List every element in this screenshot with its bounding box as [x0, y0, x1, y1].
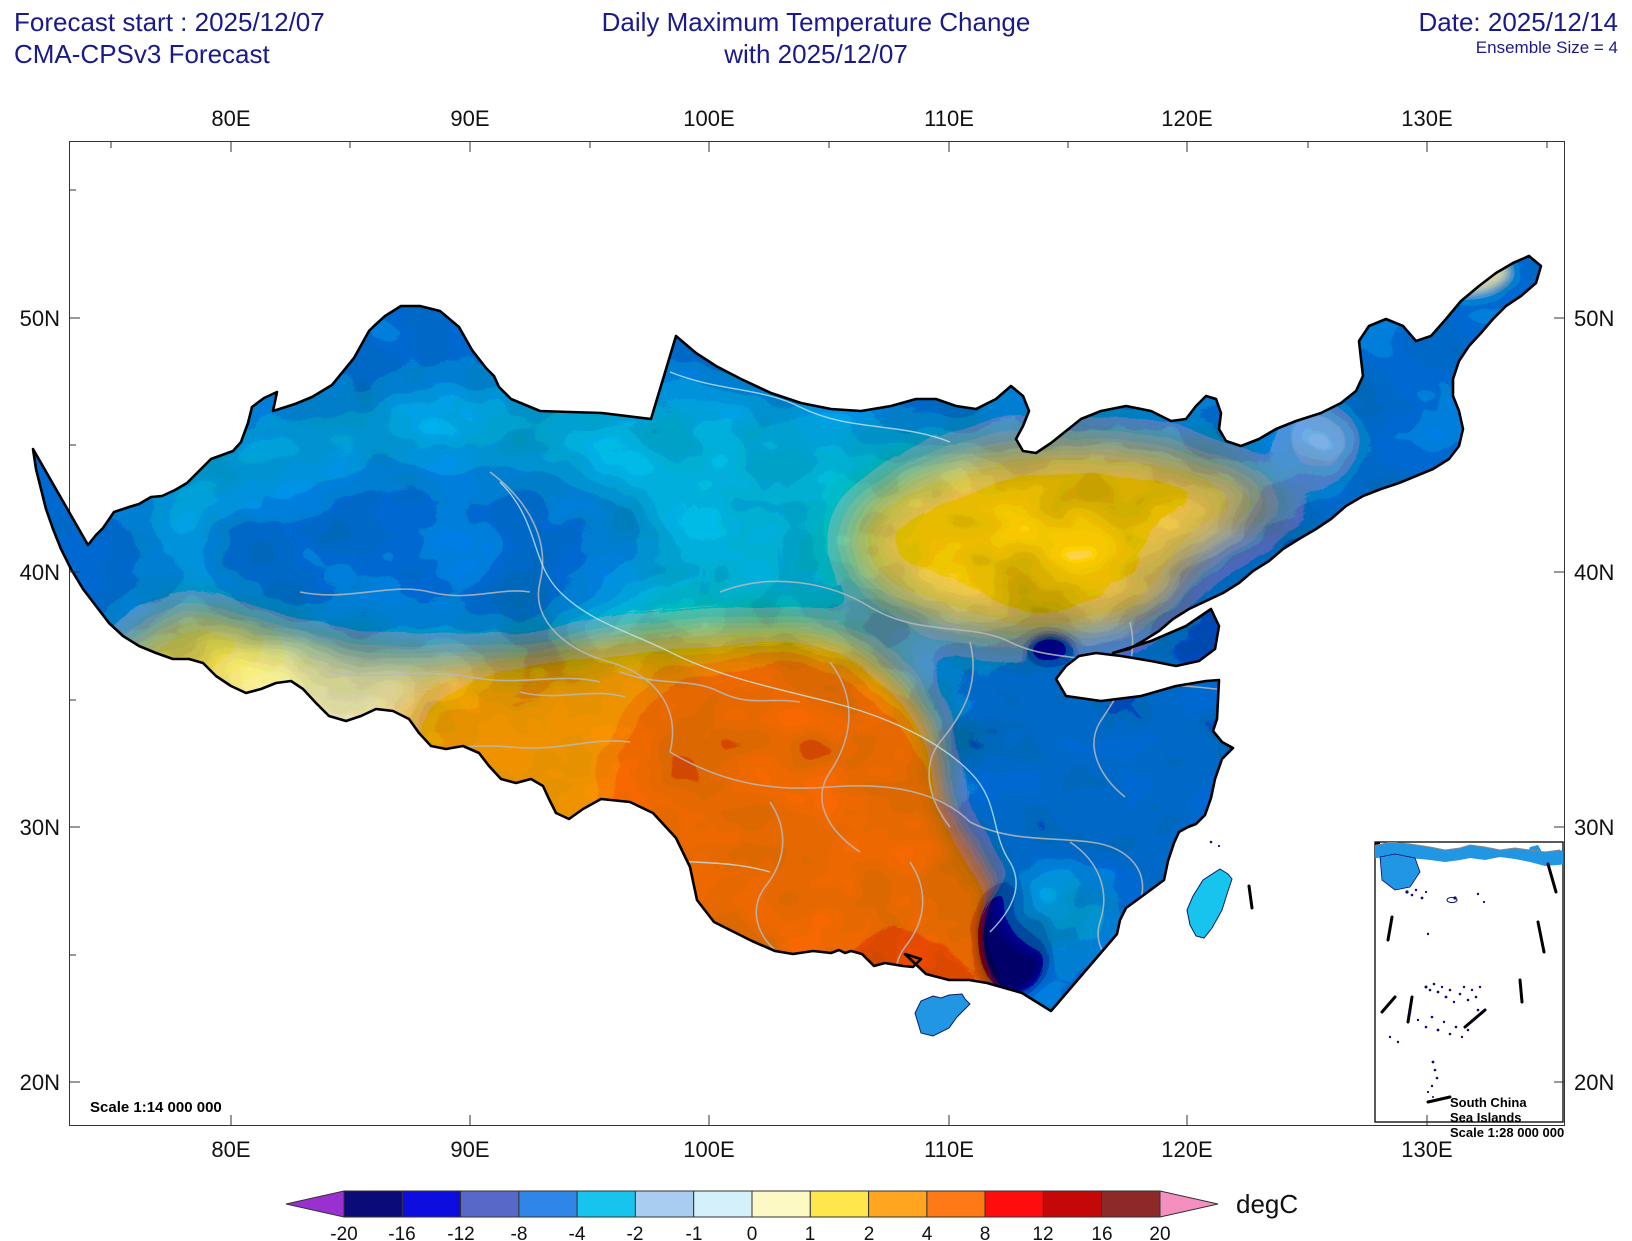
svg-text:50N: 50N — [20, 306, 60, 331]
svg-text:120E: 120E — [1161, 1137, 1212, 1162]
svg-text:4: 4 — [922, 1224, 933, 1241]
svg-text:40N: 40N — [20, 560, 60, 585]
svg-text:-2: -2 — [627, 1224, 644, 1241]
svg-text:90E: 90E — [450, 106, 489, 131]
svg-text:100E: 100E — [683, 106, 734, 131]
svg-text:130E: 130E — [1401, 1137, 1452, 1162]
svg-text:-4: -4 — [569, 1224, 586, 1241]
svg-text:12: 12 — [1032, 1224, 1053, 1241]
svg-text:1: 1 — [805, 1224, 816, 1241]
svg-text:90E: 90E — [450, 1137, 489, 1162]
svg-text:130E: 130E — [1401, 106, 1452, 131]
svg-text:100E: 100E — [683, 1137, 734, 1162]
svg-text:120E: 120E — [1161, 106, 1212, 131]
svg-text:20: 20 — [1149, 1224, 1170, 1241]
svg-text:2: 2 — [864, 1224, 875, 1241]
svg-text:30N: 30N — [20, 815, 60, 840]
svg-text:8: 8 — [980, 1224, 991, 1241]
svg-text:degC: degC — [1236, 1189, 1298, 1219]
svg-text:20N: 20N — [1574, 1070, 1614, 1095]
svg-text:-1: -1 — [686, 1224, 703, 1241]
svg-text:-20: -20 — [330, 1224, 357, 1241]
svg-text:-12: -12 — [447, 1224, 474, 1241]
svg-text:20N: 20N — [20, 1070, 60, 1095]
svg-text:50N: 50N — [1574, 306, 1614, 331]
svg-text:-8: -8 — [511, 1224, 528, 1241]
svg-text:80E: 80E — [211, 106, 250, 131]
svg-text:South China: South China — [1450, 1095, 1527, 1110]
svg-text:110E: 110E — [924, 1137, 974, 1162]
svg-text:0: 0 — [747, 1224, 758, 1241]
svg-text:110E: 110E — [924, 106, 974, 131]
svg-text:Scale 1:28 000 000: Scale 1:28 000 000 — [1450, 1125, 1564, 1140]
svg-text:-16: -16 — [388, 1224, 415, 1241]
svg-text:30N: 30N — [1574, 815, 1614, 840]
svg-text:Sea Islands: Sea Islands — [1450, 1110, 1522, 1125]
svg-text:16: 16 — [1091, 1224, 1112, 1241]
svg-text:40N: 40N — [1574, 560, 1614, 585]
svg-text:Scale 1:14 000 000: Scale 1:14 000 000 — [90, 1099, 222, 1116]
svg-text:80E: 80E — [211, 1137, 250, 1162]
